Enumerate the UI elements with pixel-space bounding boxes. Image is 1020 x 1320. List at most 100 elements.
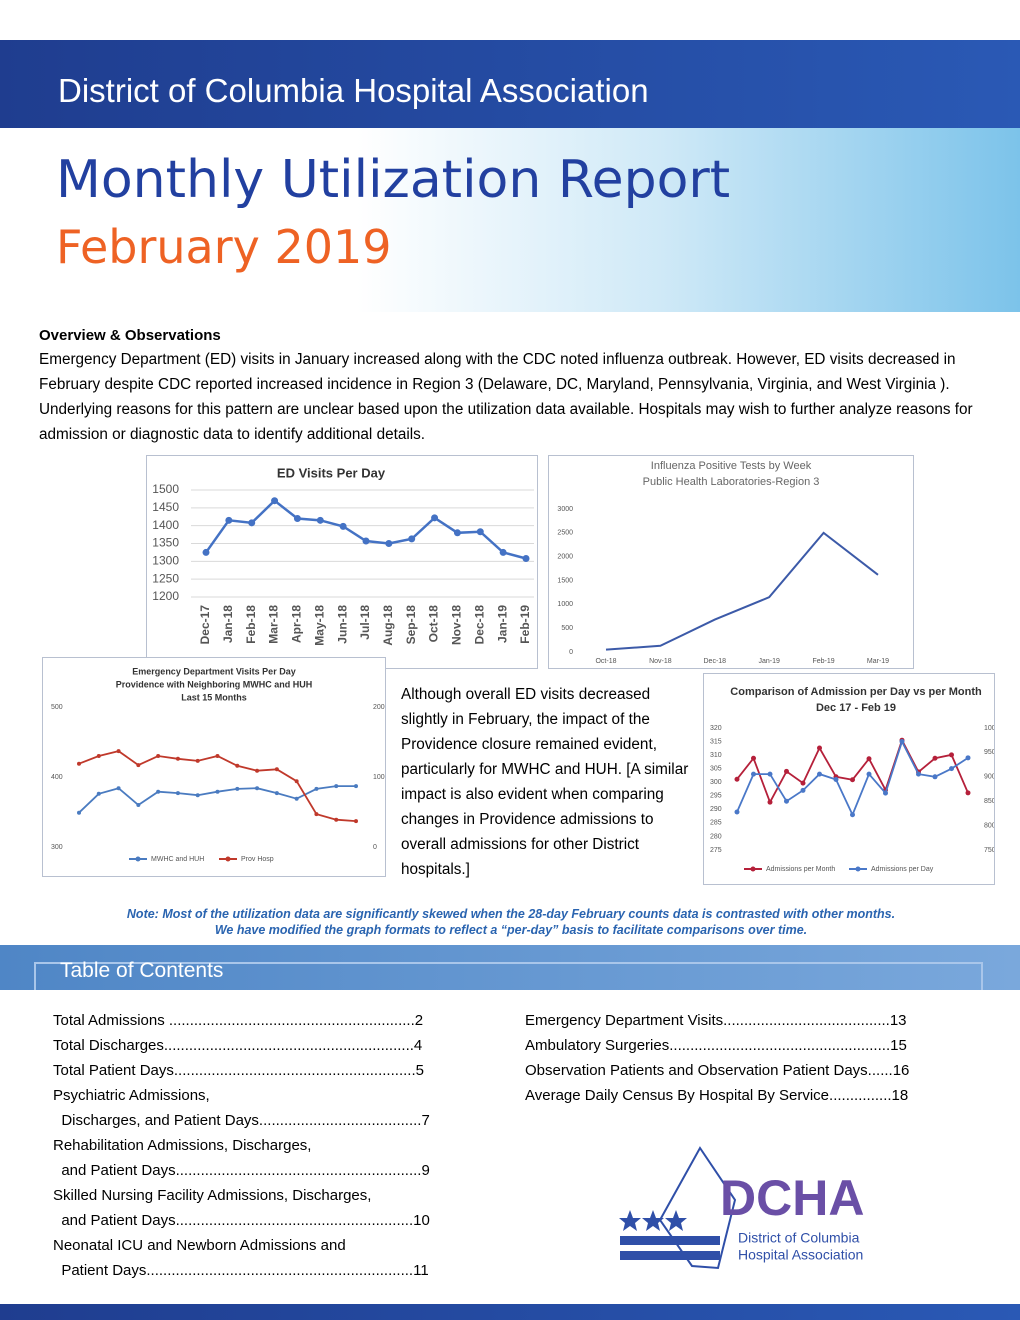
x-tick-label: Feb-18 [244, 605, 258, 644]
x-tick-label: Mar-19 [867, 658, 889, 665]
legend-label: Admissions per Day [871, 866, 934, 873]
hero-background [0, 128, 1020, 312]
x-tick-label: Nov-18 [649, 658, 672, 665]
point [334, 817, 339, 822]
legend-marker [855, 866, 861, 872]
legend-label: Admissions per Month [766, 866, 835, 873]
point [362, 537, 370, 545]
toc-entry: and Patient Days........................… [53, 1212, 430, 1229]
note-line: Note: Most of the utilization data are s… [126, 907, 896, 921]
point [314, 812, 319, 817]
point [949, 766, 954, 772]
point [293, 515, 301, 523]
logo-line: Hospital Association [738, 1247, 863, 1263]
point [96, 791, 101, 796]
point [156, 789, 161, 794]
chart-title: Providence with Neighboring MWHC and HUH [116, 679, 313, 689]
report-title: Monthly Utilization Report [56, 150, 731, 210]
point [899, 739, 905, 745]
legend-marker [225, 856, 231, 862]
point [522, 554, 530, 562]
point [248, 519, 256, 527]
y-tick-label: 2000 [557, 554, 573, 561]
point [866, 771, 872, 777]
x-tick-label: Feb-19 [518, 605, 532, 644]
legend-label: MWHC and HUH [151, 856, 204, 863]
point [431, 514, 439, 522]
point [784, 798, 789, 804]
chart: ED Visits Per Day 1200 1250 1300 1350 1400 145… [146, 455, 538, 669]
note-line: We have modified the graph formats to re… [214, 923, 808, 937]
point [850, 777, 855, 783]
point [965, 755, 971, 761]
point [800, 787, 806, 793]
y-tick-label: 1300 [152, 554, 179, 568]
toc-entry: Total Admissions .......................… [53, 1012, 424, 1029]
point [751, 755, 756, 761]
logo-star [642, 1210, 664, 1231]
y-tick-label: 1500 [557, 577, 573, 584]
y-tick-label: 1450 [152, 500, 179, 514]
point [476, 528, 484, 536]
x-tick-label: Apr-18 [290, 605, 304, 643]
y-tick-label: 275 [710, 847, 722, 854]
point [949, 752, 954, 758]
point [817, 771, 822, 777]
point [274, 767, 279, 772]
y-tick-label: 1250 [152, 571, 179, 585]
point [77, 810, 81, 815]
y-tick-label: 305 [710, 766, 722, 773]
point [116, 749, 121, 754]
y-tick-label: 1000 [557, 601, 573, 608]
y-tick-label: 500 [51, 704, 63, 711]
y-tick-label: 310 [710, 752, 722, 759]
logo-star [665, 1210, 687, 1231]
point [175, 756, 180, 761]
point [354, 819, 358, 824]
chart-title: Last 15 Months [181, 692, 247, 702]
chart-title: Comparison of Admission per Day vs per M… [730, 686, 982, 698]
chart: Emergency Department Visits Per Day Provi… [42, 657, 386, 877]
x-tick-label: Mar-18 [267, 605, 281, 644]
point [271, 497, 279, 505]
legend-marker [135, 856, 141, 862]
toc-left: Total Admissions .......................… [53, 1008, 430, 1283]
point [751, 771, 756, 777]
point [136, 803, 141, 807]
point [339, 522, 347, 530]
point [235, 763, 240, 768]
point [255, 786, 260, 791]
x-tick-label: Feb-19 [813, 658, 835, 665]
toc-bar-frame [34, 962, 983, 990]
chart-title: Influenza Positive Tests by Week [651, 460, 812, 472]
y-tick-label: 1500 [152, 482, 179, 496]
report-month: February 2019 [56, 220, 392, 274]
logo-star [619, 1210, 641, 1231]
toc-entry: Emergency Department Visits.............… [525, 1012, 907, 1029]
point [294, 796, 299, 801]
side-text: Although overall ED visits decreased sli… [401, 686, 689, 878]
logo-line: District of Columbia [738, 1230, 860, 1246]
point [116, 786, 121, 791]
point [354, 784, 358, 789]
y-tick-label: 320 [710, 725, 722, 732]
logo-stripe [620, 1236, 720, 1245]
point [156, 754, 161, 758]
point [408, 535, 416, 543]
y-tick-label: 300 [710, 779, 722, 786]
overview-text: Emergency Department (ED) visits in Janu… [39, 351, 973, 443]
y2-tick-label: 7500 [984, 847, 995, 854]
x-tick-label: Dec-17 [198, 605, 212, 645]
toc-entry: Observation Patients and Observation Pat… [525, 1062, 910, 1079]
chart-title: Emergency Department Visits Per Day [132, 666, 295, 676]
chart-title: ED Visits Per Day [277, 465, 386, 480]
x-tick-label: Sep-18 [404, 605, 418, 645]
y2-tick-label: 9000 [984, 774, 995, 781]
y-tick-label: 2500 [557, 530, 573, 537]
point [77, 761, 81, 766]
point [294, 779, 299, 784]
toc-entry: Neonatal ICU and Newborn Admissions and [53, 1237, 346, 1254]
y-tick-label: 1350 [152, 536, 179, 550]
point [255, 768, 260, 773]
